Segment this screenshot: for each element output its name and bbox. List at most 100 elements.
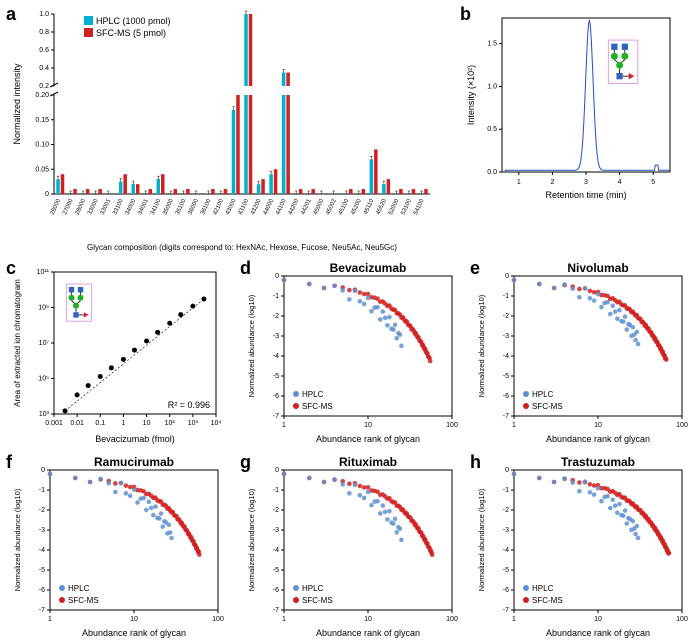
svg-text:-5: -5 xyxy=(39,567,45,574)
svg-text:Normalized abundance (log10): Normalized abundance (log10) xyxy=(247,488,256,591)
svg-text:-5: -5 xyxy=(273,373,279,380)
svg-text:-6: -6 xyxy=(503,393,509,400)
svg-text:-3: -3 xyxy=(273,333,279,340)
svg-text:Normalized abundance (log10): Normalized abundance (log10) xyxy=(247,294,256,397)
svg-text:35000: 35000 xyxy=(162,198,175,216)
svg-text:44201: 44201 xyxy=(300,198,313,216)
svg-text:0: 0 xyxy=(45,191,49,198)
svg-text:0.15: 0.15 xyxy=(35,117,49,124)
panel-g: g Rituximab 1101000-1-2-3-4-5-6-7 HPLC S… xyxy=(240,452,460,642)
svg-text:HPLC: HPLC xyxy=(532,390,554,399)
svg-text:-6: -6 xyxy=(39,587,45,594)
svg-text:0: 0 xyxy=(505,273,509,280)
svg-text:42100: 42100 xyxy=(213,198,226,216)
panel-h-chart: Trastuzumab 1101000-1-2-3-4-5-6-7 HPLC S… xyxy=(470,452,690,642)
svg-text:10⁵: 10⁵ xyxy=(38,376,49,383)
svg-text:Abundance rank of glycan: Abundance rank of glycan xyxy=(546,628,650,638)
svg-text:0.001: 0.001 xyxy=(45,420,63,427)
panel-a-label: a xyxy=(6,4,16,25)
svg-text:35100: 35100 xyxy=(175,198,188,216)
svg-text:1: 1 xyxy=(512,422,516,429)
svg-text:Bevacizumab: Bevacizumab xyxy=(330,261,407,275)
svg-text:0.2: 0.2 xyxy=(39,83,49,90)
svg-text:100: 100 xyxy=(676,616,688,623)
svg-text:10⁹: 10⁹ xyxy=(38,305,49,312)
svg-text:44200: 44200 xyxy=(288,198,301,216)
svg-text:-4: -4 xyxy=(273,547,279,554)
svg-text:1.5: 1.5 xyxy=(487,41,497,48)
svg-text:1: 1 xyxy=(282,422,286,429)
svg-text:-5: -5 xyxy=(503,373,509,380)
svg-text:SFC-MS: SFC-MS xyxy=(302,402,333,411)
svg-text:100: 100 xyxy=(676,422,688,429)
svg-text:10²: 10² xyxy=(165,420,176,427)
svg-text:-5: -5 xyxy=(273,567,279,574)
svg-text:1: 1 xyxy=(512,616,516,623)
svg-text:Glycan composition (digits cor: Glycan composition (digits correspond to… xyxy=(87,243,397,252)
svg-text:0.8: 0.8 xyxy=(39,29,49,36)
panel-c: c 0.0010.010.111010²10³10⁴10³10⁵10⁷10⁹10… xyxy=(6,258,226,448)
svg-text:-7: -7 xyxy=(503,607,509,614)
svg-text:1.0: 1.0 xyxy=(487,83,497,90)
svg-text:-3: -3 xyxy=(39,527,45,534)
panel-f: f Ramucirumab 1101000-1-2-3-4-5-6-7 HPLC… xyxy=(6,452,226,642)
svg-text:-1: -1 xyxy=(273,293,279,300)
svg-text:43000: 43000 xyxy=(225,198,238,216)
svg-text:10: 10 xyxy=(364,616,372,623)
svg-text:100: 100 xyxy=(446,616,458,623)
svg-text:10⁷: 10⁷ xyxy=(39,340,50,347)
svg-text:10³: 10³ xyxy=(188,420,199,427)
svg-text:45200: 45200 xyxy=(350,198,363,216)
svg-text:0.20: 0.20 xyxy=(35,92,49,99)
svg-text:-7: -7 xyxy=(39,607,45,614)
svg-text:0.01: 0.01 xyxy=(70,420,84,427)
svg-text:45000: 45000 xyxy=(313,198,326,216)
panel-g-chart: Rituximab 1101000-1-2-3-4-5-6-7 HPLC SFC… xyxy=(240,452,460,642)
svg-text:3: 3 xyxy=(584,179,588,186)
svg-text:HPLC: HPLC xyxy=(68,584,90,593)
svg-text:-4: -4 xyxy=(503,547,509,554)
panel-h-label: h xyxy=(470,452,481,473)
svg-text:-6: -6 xyxy=(503,587,509,594)
svg-text:36100: 36100 xyxy=(200,198,213,216)
svg-text:1.0: 1.0 xyxy=(39,11,49,18)
panel-f-chart: Ramucirumab 1101000-1-2-3-4-5-6-7 HPLC S… xyxy=(6,452,226,642)
svg-text:SFC-MS: SFC-MS xyxy=(68,596,99,605)
svg-text:-7: -7 xyxy=(273,607,279,614)
svg-text:Abundance rank of glycan: Abundance rank of glycan xyxy=(316,434,420,444)
svg-text:10: 10 xyxy=(594,422,602,429)
svg-text:0: 0 xyxy=(275,467,279,474)
svg-text:-1: -1 xyxy=(39,487,45,494)
svg-text:36000: 36000 xyxy=(187,198,200,216)
svg-text:-4: -4 xyxy=(39,547,45,554)
svg-text:HPLC: HPLC xyxy=(532,584,554,593)
svg-text:-3: -3 xyxy=(503,333,509,340)
svg-text:4: 4 xyxy=(618,179,622,186)
svg-text:Normalized abundance (log10): Normalized abundance (log10) xyxy=(13,488,22,591)
svg-text:SFC-MS: SFC-MS xyxy=(532,402,563,411)
svg-text:10³: 10³ xyxy=(39,411,50,418)
panel-e-label: e xyxy=(470,258,480,279)
svg-text:1: 1 xyxy=(48,616,52,623)
svg-text:0.10: 0.10 xyxy=(35,142,49,149)
panel-d-chart: Bevacizumab 1101000-1-2-3-4-5-6-7 HPLC S… xyxy=(240,258,460,448)
panel-e: e Nivolumab 1101000-1-2-3-4-5-6-7 HPLC S… xyxy=(470,258,690,448)
svg-text:44100: 44100 xyxy=(275,198,288,216)
svg-text:Abundance rank of glycan: Abundance rank of glycan xyxy=(546,434,650,444)
svg-text:43200: 43200 xyxy=(250,198,263,216)
svg-text:-2: -2 xyxy=(273,507,279,514)
svg-text:0.4: 0.4 xyxy=(39,65,49,72)
svg-text:-3: -3 xyxy=(273,527,279,534)
svg-text:HPLC: HPLC xyxy=(302,390,324,399)
panel-b: b 123450.00.51.01.5 Intensity (×10²) Ret… xyxy=(460,4,680,204)
svg-text:-2: -2 xyxy=(503,313,509,320)
svg-text:Intensity (×10²): Intensity (×10²) xyxy=(466,65,476,125)
svg-text:45110: 45110 xyxy=(363,198,376,216)
panel-a-chart: 00.050.100.150.200.20.40.60.81.0 2600027… xyxy=(6,4,436,254)
svg-text:54100: 54100 xyxy=(413,198,426,216)
panel-c-label: c xyxy=(6,258,16,279)
panel-b-label: b xyxy=(460,4,471,25)
svg-text:0.1: 0.1 xyxy=(95,420,105,427)
svg-text:Normalized abundance (log10): Normalized abundance (log10) xyxy=(477,488,486,591)
svg-text:10¹¹: 10¹¹ xyxy=(37,269,50,276)
